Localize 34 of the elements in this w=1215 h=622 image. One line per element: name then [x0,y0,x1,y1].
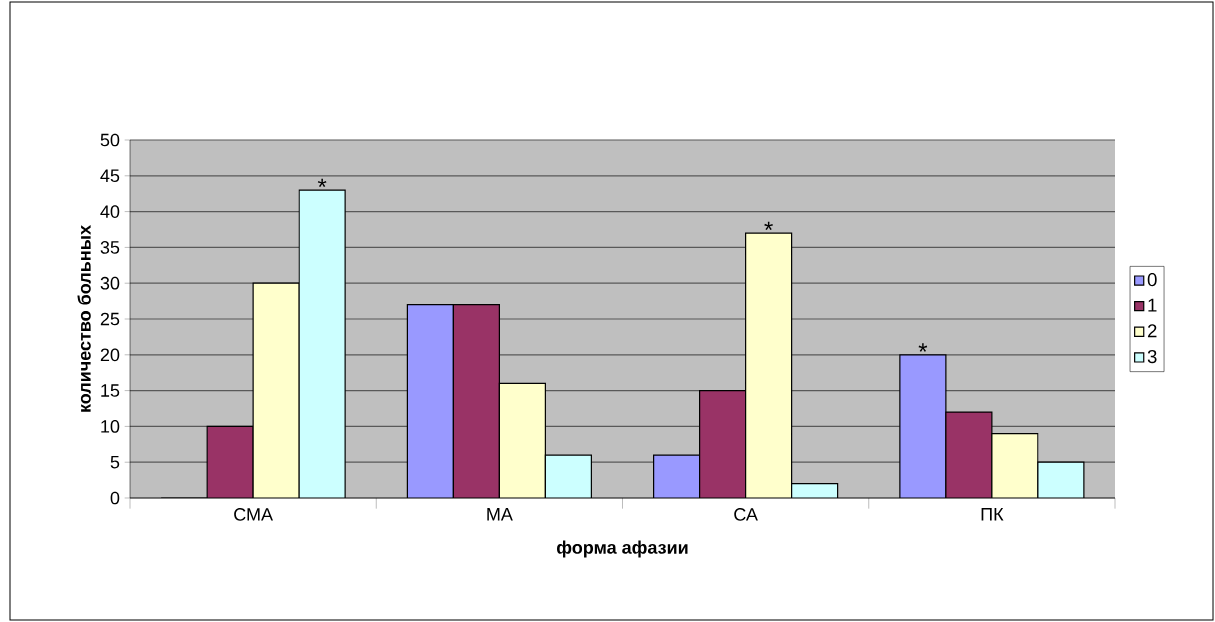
y-tick-label: 5 [110,455,120,469]
annotation: * [317,178,327,188]
y-tick-label: 20 [100,348,120,362]
y-tick-label: 25 [100,312,120,326]
y-tick-label: 10 [101,420,120,433]
annotation: * [918,343,928,352]
y-tick-label: 0 [110,491,120,505]
bar [298,189,346,498]
y-tick-label: 45 [100,169,120,183]
y-tick-label: 40 [100,205,120,218]
bar [544,454,592,498]
legend-label: 3 [1147,349,1157,364]
y-tick-label: 50 [100,133,120,147]
legend-label: 2 [1147,324,1157,338]
bar [406,304,454,498]
bar [899,354,947,498]
bar [1037,461,1085,498]
x-tick-label: МА [487,508,513,521]
legend-label: 1 [1148,298,1157,312]
bar [252,282,300,498]
bar [498,382,546,498]
x-axis-title: форма афазии [557,540,688,558]
y-tick-label: 15 [101,384,120,397]
x-tick-label: СМА [234,508,273,521]
y-tick-label: 30 [100,276,120,290]
bar [653,454,701,498]
y-tick-label: 35 [100,241,120,254]
legend-label: 0 [1147,273,1157,287]
annotation: * [764,221,773,231]
bar [991,432,1039,498]
x-tick-label: ПК [981,508,1004,521]
x-tick-label: СА [734,508,758,521]
bar [745,232,793,498]
y-axis-title: количество больных [77,225,91,412]
